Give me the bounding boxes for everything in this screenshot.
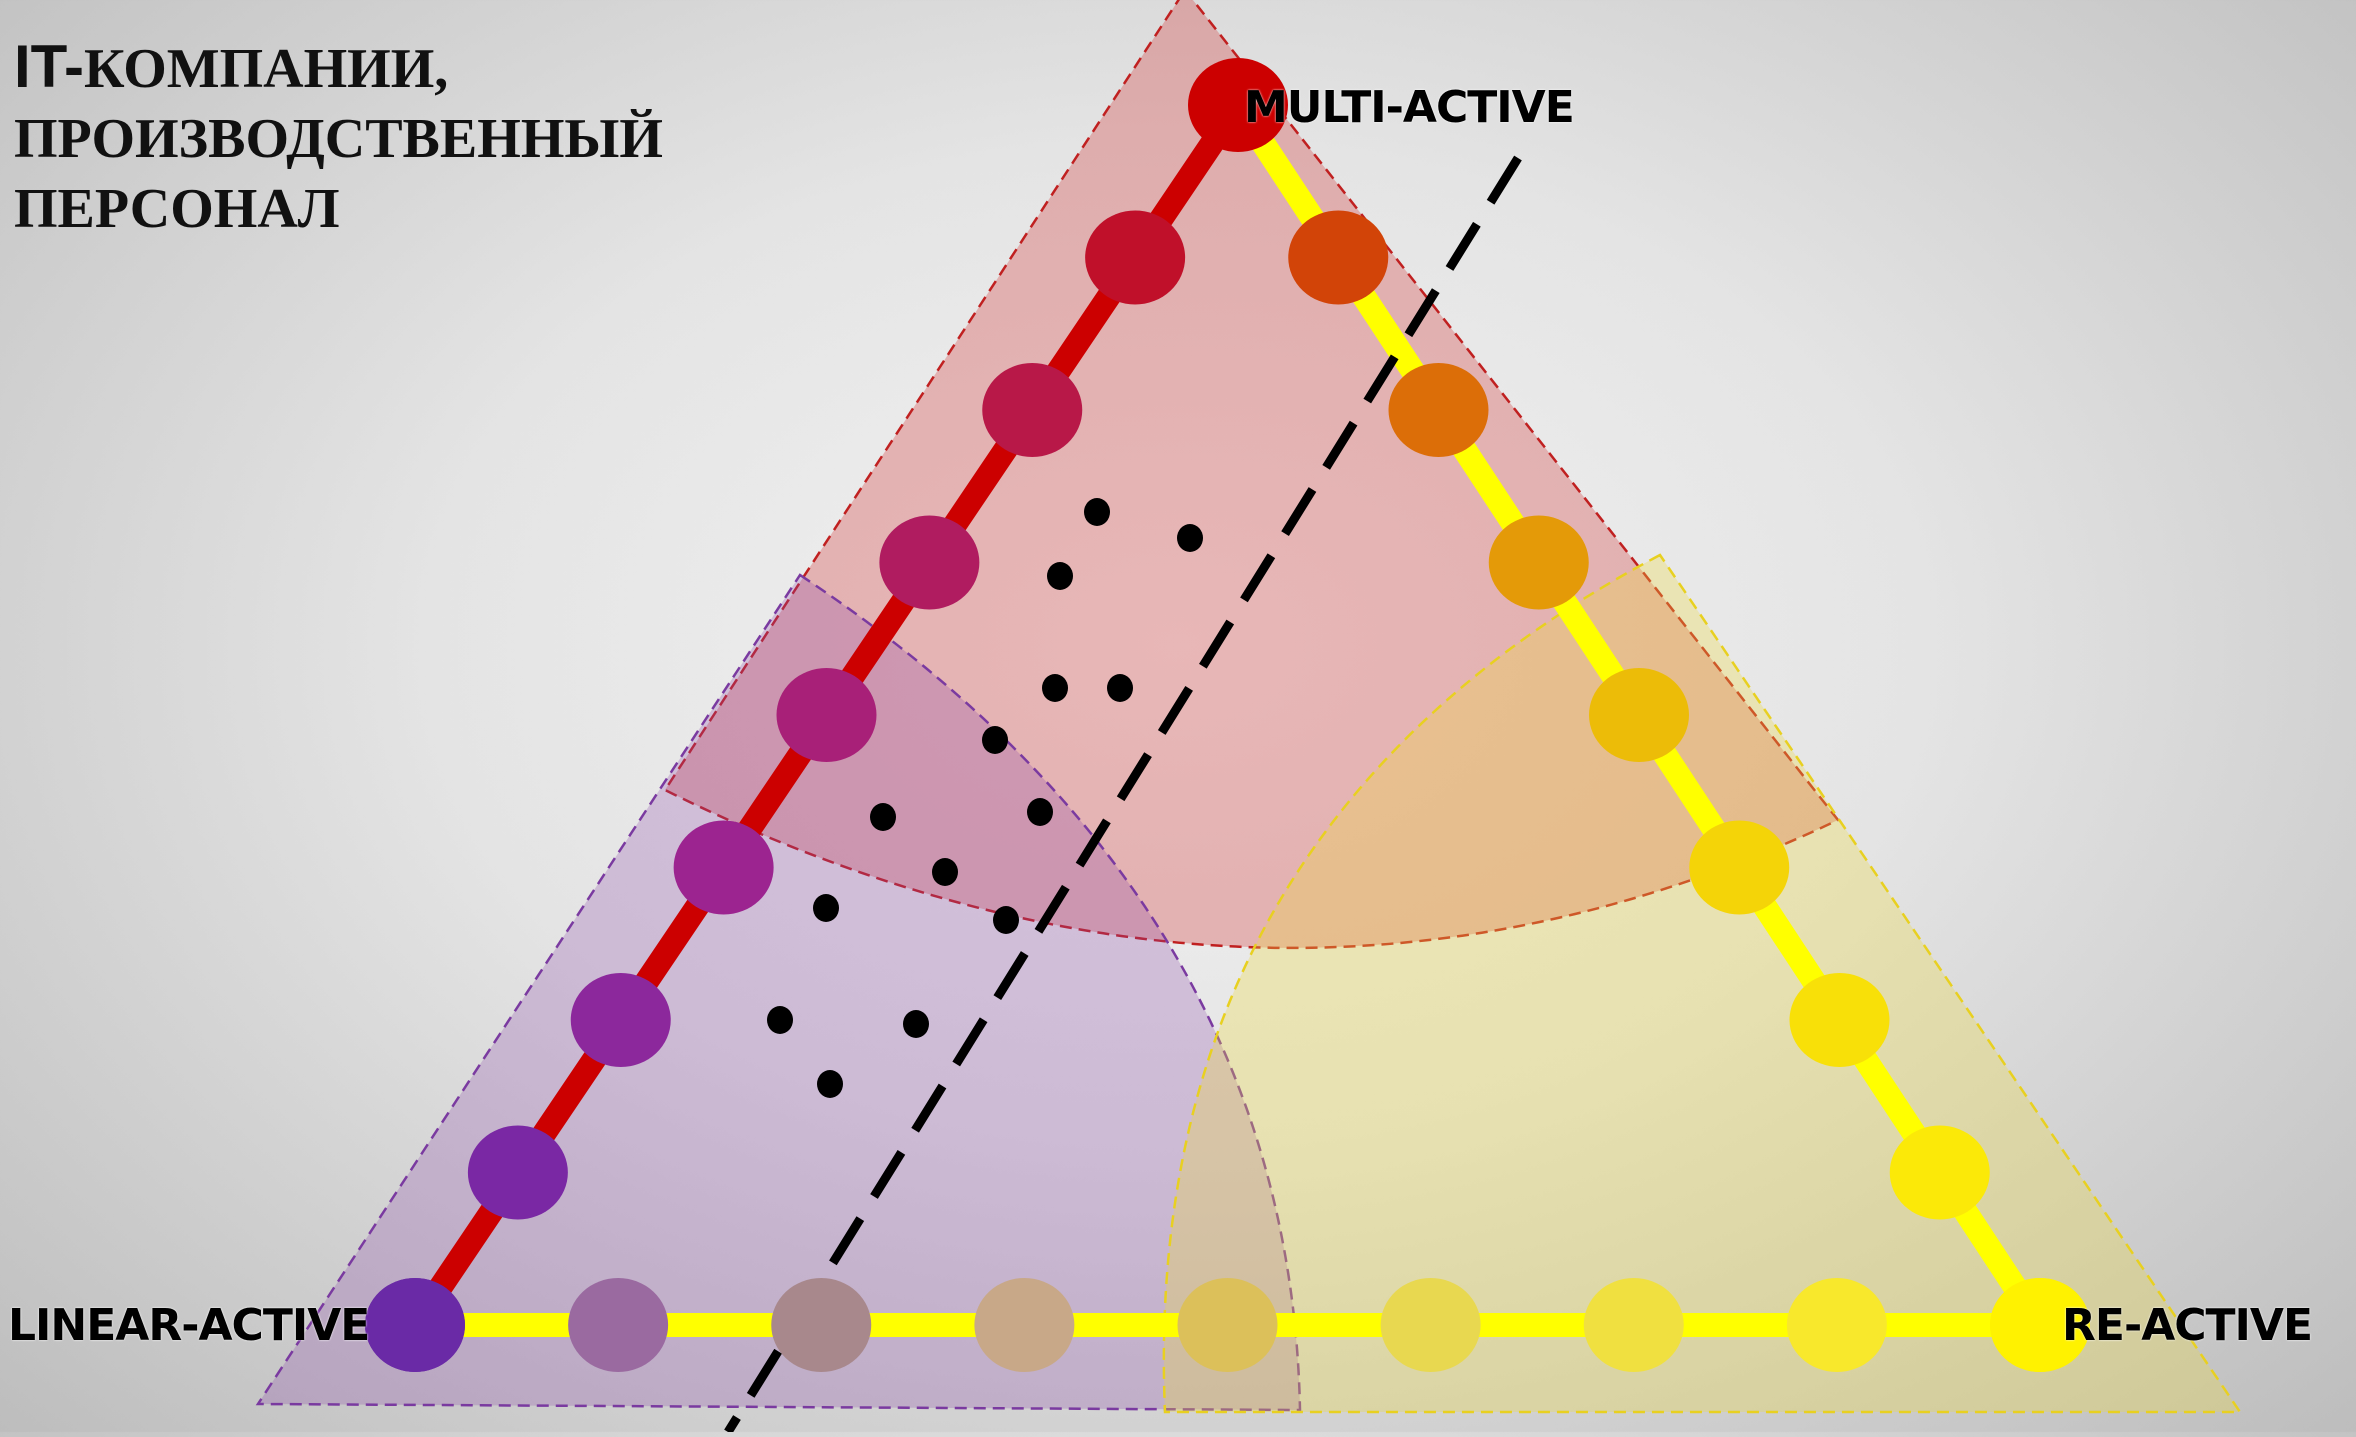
right-edge-node-4 [1589, 668, 1689, 762]
right-edge-node-7 [1889, 1125, 1990, 1220]
scatter-point-11 [767, 1006, 793, 1034]
nodes-layer [365, 58, 2090, 1372]
base-node-6 [1583, 1278, 1684, 1372]
base-node-5 [1380, 1278, 1481, 1372]
right-edge-node-5 [1689, 820, 1790, 915]
scatter-point-6 [870, 803, 896, 831]
right-edge-node-3 [1488, 515, 1589, 610]
left-edge-node-1 [1085, 210, 1186, 305]
title-line-1: КОМПАНИИ, [84, 38, 449, 100]
page-title: IT-КОМПАНИИ, ПРОИЗВОДСТВЕННЫЙ ПЕРСОНАЛ [14, 32, 663, 244]
title-prefix: IT- [14, 33, 84, 100]
scatter-point-1 [1177, 524, 1203, 552]
left-edge-node-6 [570, 973, 671, 1067]
label-linear-active: LINEAR-ACTIVE [8, 1300, 370, 1351]
left-edge-node-2 [982, 363, 1083, 457]
label-re-active: RE-ACTIVE [2062, 1300, 2313, 1351]
zone-multi-active [663, 0, 1840, 950]
base-node-7 [1786, 1278, 1887, 1372]
title-line-2: ПРОИЗВОДСТВЕННЫЙ [14, 108, 663, 170]
base-node-4 [1177, 1278, 1278, 1372]
scatter-point-7 [1027, 798, 1053, 826]
base-node-2 [771, 1278, 872, 1372]
base-node-3 [974, 1278, 1075, 1372]
base-node-1 [568, 1278, 669, 1372]
label-multi-active: MULTI-ACTIVE [1244, 82, 1575, 133]
divider-dashed-line [724, 155, 1522, 1435]
left-edge-node-8 [365, 1278, 465, 1372]
scatter-point-3 [1042, 674, 1068, 702]
left-edge-node-0 [1188, 58, 1288, 152]
scatter-point-0 [1084, 498, 1110, 526]
left-edge-node-4 [776, 668, 877, 762]
scatter-point-12 [903, 1010, 929, 1038]
scatter-point-4 [1107, 674, 1133, 702]
title-line-3: ПЕРСОНАЛ [14, 178, 340, 240]
divider-layer [724, 155, 1522, 1435]
scatter-layer [767, 498, 1203, 1098]
right-edge-node-2 [1388, 363, 1489, 457]
scatter-point-9 [813, 894, 839, 922]
left-edge-node-5 [673, 820, 774, 915]
scatter-point-5 [982, 726, 1008, 754]
scatter-point-10 [993, 906, 1019, 934]
scatter-point-2 [1047, 562, 1073, 590]
left-edge-node-3 [879, 515, 980, 610]
right-edge-node-8 [1990, 1278, 2090, 1372]
right-edge-node-6 [1789, 973, 1890, 1067]
right-edge-node-1 [1288, 210, 1389, 305]
scatter-point-8 [932, 858, 958, 886]
scatter-point-13 [817, 1070, 843, 1098]
left-edge-node-7 [467, 1125, 568, 1220]
